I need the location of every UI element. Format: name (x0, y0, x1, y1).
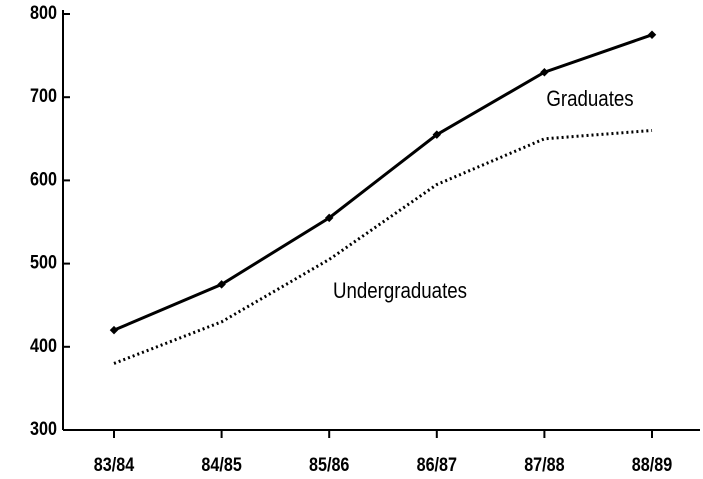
y-tick-label: 600 (30, 168, 57, 190)
point-marker (324, 213, 334, 223)
y-tick-label: 800 (30, 2, 57, 24)
series-label: Undergraduates (333, 279, 467, 303)
y-tick-label: 500 (30, 251, 57, 273)
line-series (113, 128, 653, 365)
line-series (113, 33, 653, 332)
series-label: Graduates (546, 87, 633, 111)
point-marker (109, 325, 119, 335)
x-tick-label: 86/87 (417, 454, 458, 476)
x-tick-label: 87/88 (524, 454, 565, 476)
point-marker (647, 30, 657, 40)
y-tick-label: 300 (30, 418, 57, 440)
point-marker (432, 130, 442, 139)
y-tick-label: 400 (30, 335, 57, 357)
x-tick-label: 88/89 (632, 454, 673, 476)
x-tick-label: 84/85 (201, 454, 242, 476)
point-marker (217, 280, 226, 289)
x-tick-label: 83/84 (94, 454, 135, 476)
x-tick-label: 85/86 (309, 454, 350, 476)
y-tick-label: 700 (30, 85, 57, 107)
